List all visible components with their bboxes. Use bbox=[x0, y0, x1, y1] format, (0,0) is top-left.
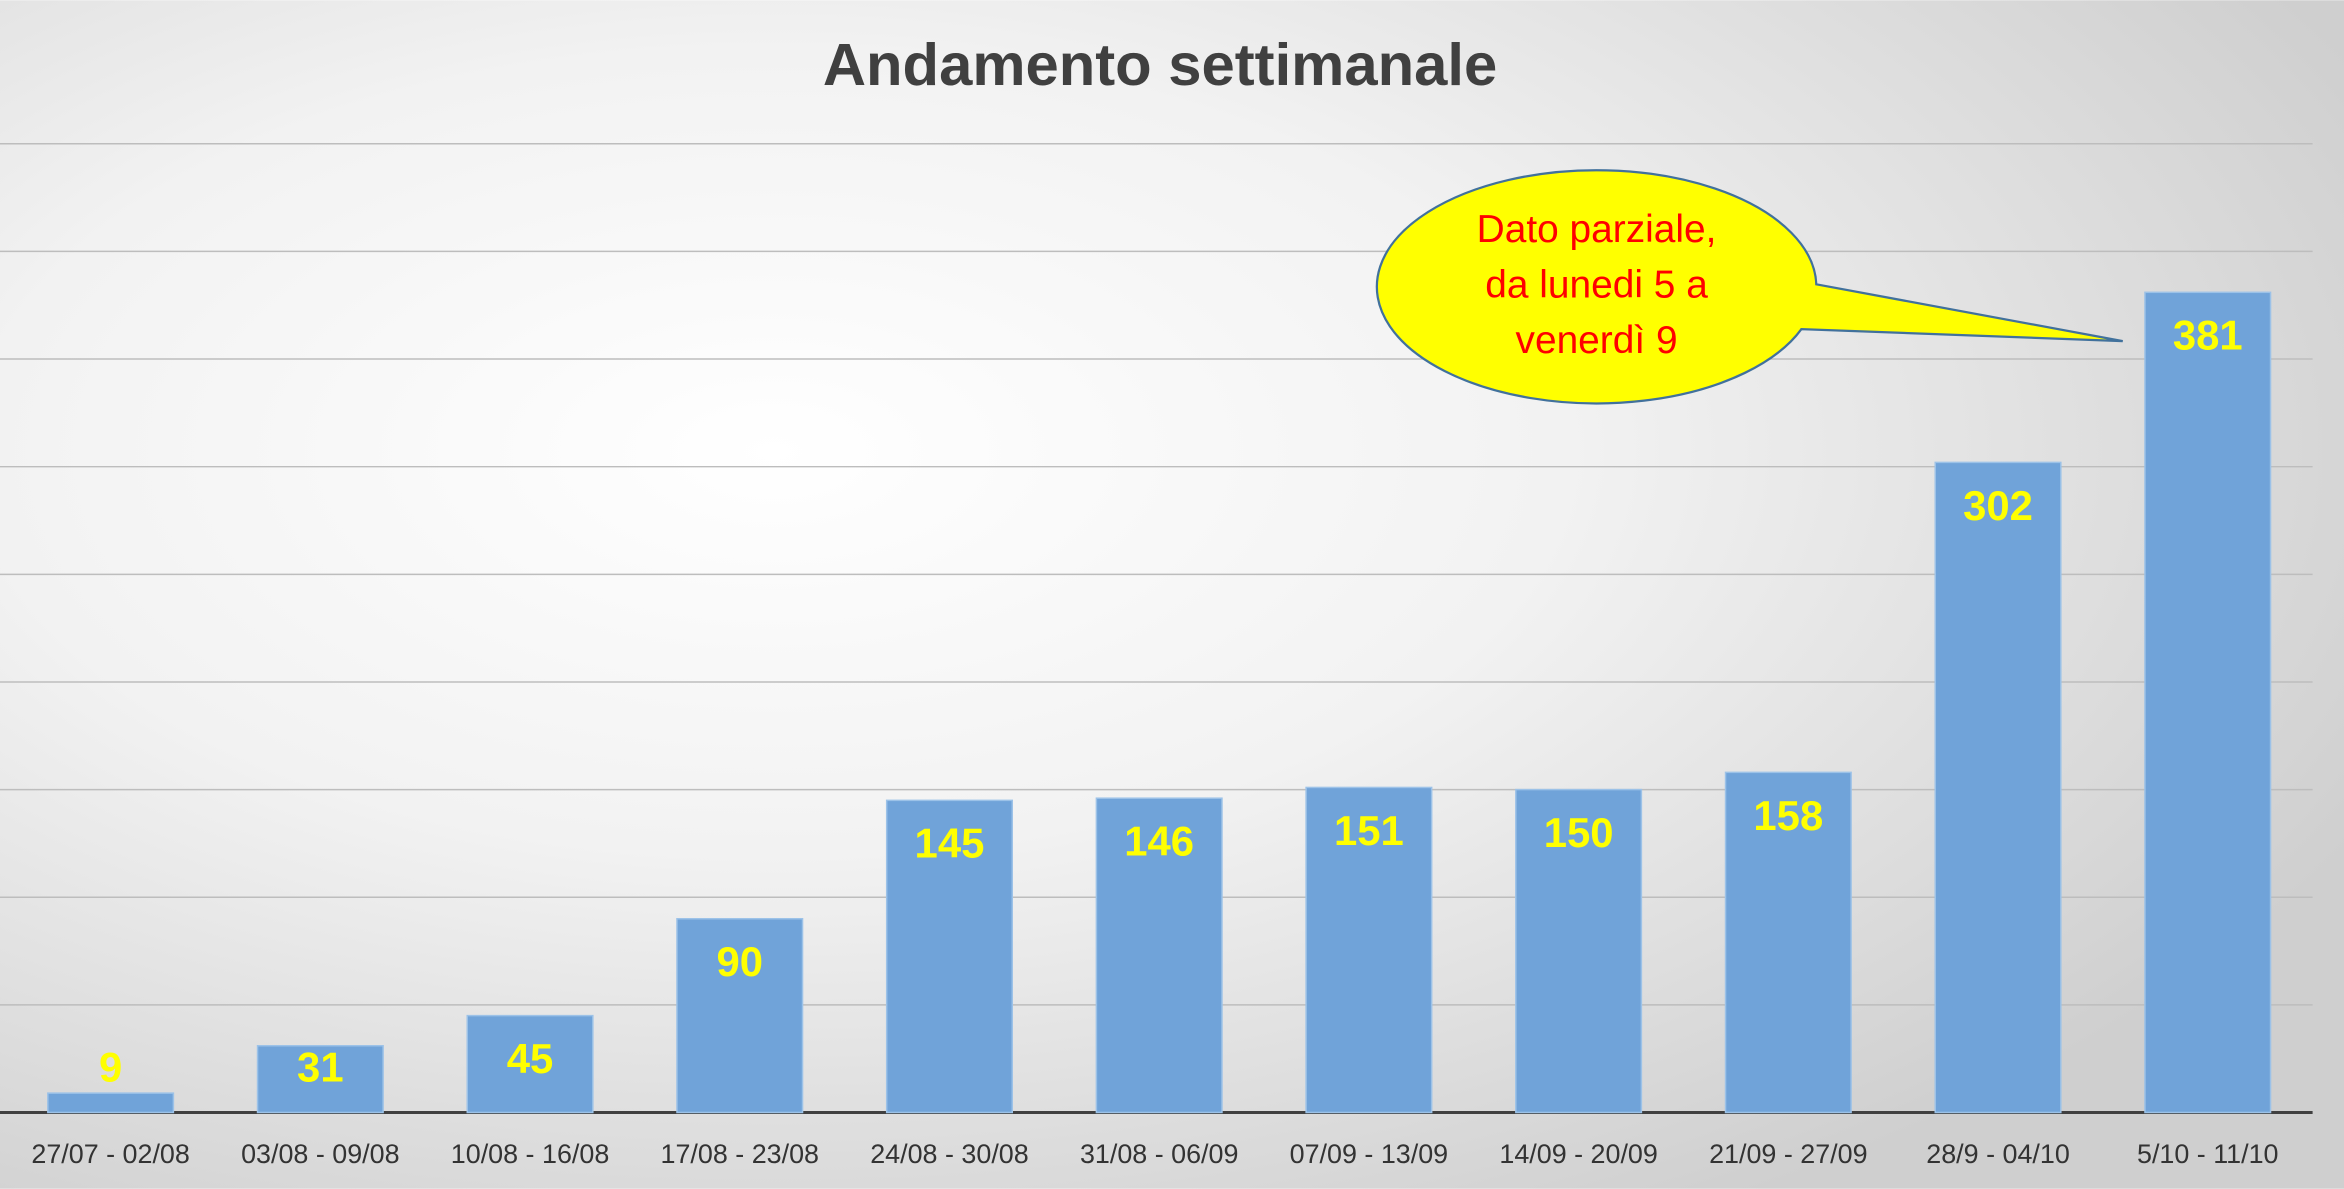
annotation-line: venerdì 9 bbox=[1516, 319, 1678, 362]
bar bbox=[1934, 461, 2062, 1114]
callout: Dato parziale, da lunedi 5 a venerdì 9 bbox=[1375, 169, 2123, 405]
x-tick-label: 27/07 - 02/08 bbox=[31, 1139, 189, 1169]
x-tick-label: 14/09 - 20/09 bbox=[1499, 1139, 1657, 1169]
bar bbox=[885, 799, 1014, 1114]
annotation-line: da lunedi 5 a bbox=[1485, 264, 1708, 307]
annotation-line: Dato parziale, bbox=[1477, 208, 1717, 251]
data-label: 90 bbox=[716, 938, 763, 985]
x-tick-label: 07/09 - 13/09 bbox=[1290, 1139, 1448, 1169]
data-label: 158 bbox=[1753, 792, 1823, 839]
x-tick-label: 28/9 - 04/10 bbox=[1926, 1139, 2070, 1169]
bar bbox=[676, 917, 804, 1114]
callout-text: Dato parziale, da lunedi 5 a venerdì 9 bbox=[1477, 208, 1717, 362]
bar bbox=[1515, 788, 1643, 1114]
x-tick-label: 21/09 - 27/09 bbox=[1709, 1139, 1867, 1169]
x-tick-label: 5/10 - 11/10 bbox=[2137, 1139, 2279, 1169]
x-tick-label: 17/08 - 23/08 bbox=[661, 1139, 819, 1169]
data-label: 145 bbox=[915, 820, 985, 867]
data-label: 381 bbox=[2173, 312, 2243, 359]
chart-title: Andamento settimanale bbox=[823, 31, 1497, 98]
bars bbox=[47, 291, 2272, 1114]
callout-bubble bbox=[1375, 169, 2123, 405]
x-tick-label: 03/08 - 09/08 bbox=[241, 1139, 399, 1169]
x-tick-label: 31/08 - 06/09 bbox=[1080, 1139, 1238, 1169]
x-tick-label: 24/08 - 30/08 bbox=[870, 1139, 1028, 1169]
bar bbox=[2144, 291, 2272, 1114]
bar bbox=[1305, 786, 1433, 1114]
data-label: 150 bbox=[1544, 809, 1614, 856]
data-label: 302 bbox=[1963, 482, 2033, 529]
x-tick-label: 10/08 - 16/08 bbox=[451, 1139, 609, 1169]
labels: 27/07 - 02/08 9 03/08 - 09/08 31 10/08 - 16/… bbox=[31, 312, 2278, 1169]
bar bbox=[466, 1014, 594, 1114]
data-label: 151 bbox=[1334, 807, 1404, 854]
data-label: 45 bbox=[507, 1035, 554, 1082]
bar bbox=[256, 1045, 384, 1114]
data-label: 31 bbox=[297, 1044, 344, 1091]
bar bbox=[47, 1092, 175, 1114]
bar bbox=[1724, 771, 1852, 1114]
data-label: 9 bbox=[99, 1044, 122, 1091]
bar bbox=[1095, 797, 1223, 1114]
data-label: 146 bbox=[1124, 818, 1194, 865]
